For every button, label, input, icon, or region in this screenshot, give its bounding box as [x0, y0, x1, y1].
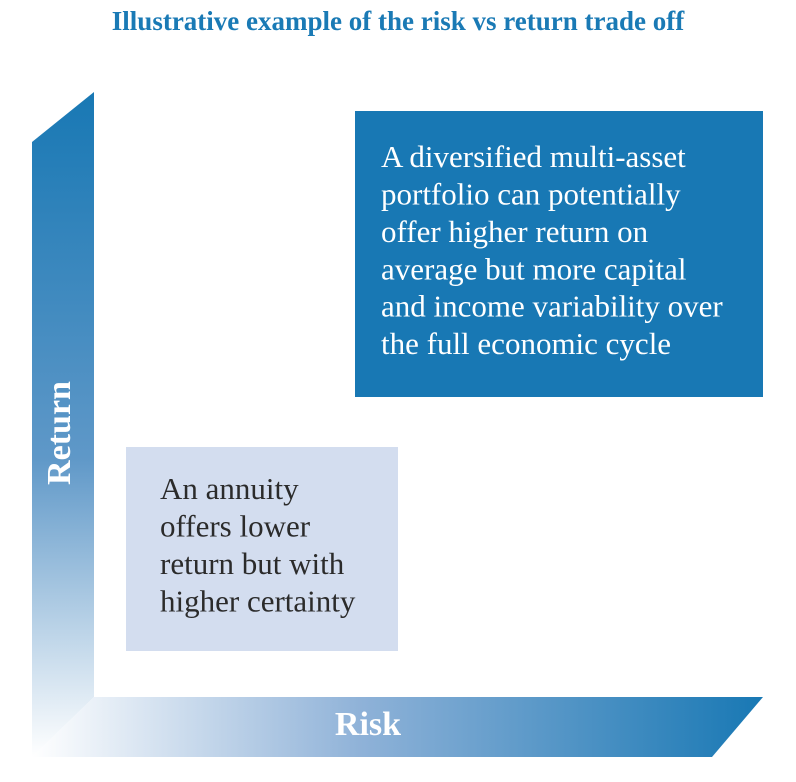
box-text-line: portfolio can potentially — [381, 177, 681, 212]
box-text-line: average but more capital — [381, 251, 687, 286]
x-axis-label: Risk — [335, 706, 401, 743]
y-axis-label: Return — [41, 381, 78, 485]
box-text-line: and income variability over — [381, 289, 723, 324]
y-axis-arrow — [32, 92, 94, 757]
box-text-line: offers lower — [160, 509, 311, 544]
box-text-line: An annuity — [160, 471, 299, 506]
box-text-line: offer higher return on — [381, 214, 649, 249]
box-text-line: return but with — [160, 546, 345, 581]
high-risk-box — [355, 111, 763, 397]
box-text-line: A diversified multi-asset — [381, 139, 686, 174]
title: Illustrative example of the risk vs retu… — [112, 6, 685, 36]
box-text-line: higher certainty — [160, 583, 356, 618]
box-text-line: the full economic cycle — [381, 326, 671, 361]
low-risk-box — [126, 447, 398, 651]
x-axis-arrow — [32, 697, 763, 757]
